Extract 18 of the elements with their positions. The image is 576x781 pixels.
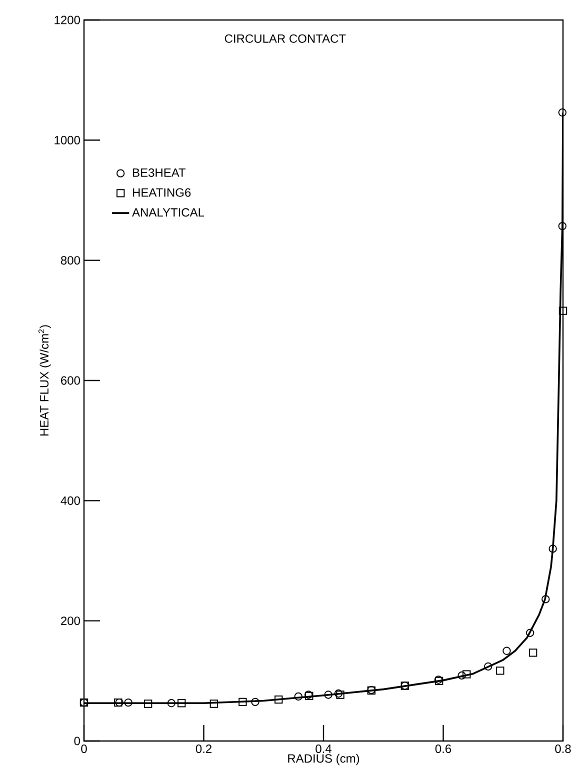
text: CIRCULAR CONTACT [224,34,346,43]
x-axis-title: RADIUS (cm) [288,754,360,766]
legend-label: ANALYTICAL [132,208,204,217]
y-tick-label: 200 [61,616,80,626]
y-tick-label: 0 [74,736,80,746]
x-tick-label: 0.2 [196,744,212,754]
x-tick-label: 0.8 [555,744,571,754]
y-tick-label: 1000 [54,136,80,144]
y-tick-label: 800 [60,256,80,265]
y-tick-label: 600 [61,376,80,385]
x-tick-label: 0.6 [435,744,452,754]
y-tick-label: 400 [60,496,80,505]
legend-label: HEATING6 [133,188,191,197]
legend-label: BE3HEAT [133,168,186,177]
y-axis-title: HEAT FLUX (W/cm$^{2}$) [38,325,51,436]
x-tick-label: 0 [81,744,87,754]
y-tick-label: 1200 [54,16,80,24]
x-tick-label: 0.4 [316,744,332,754]
